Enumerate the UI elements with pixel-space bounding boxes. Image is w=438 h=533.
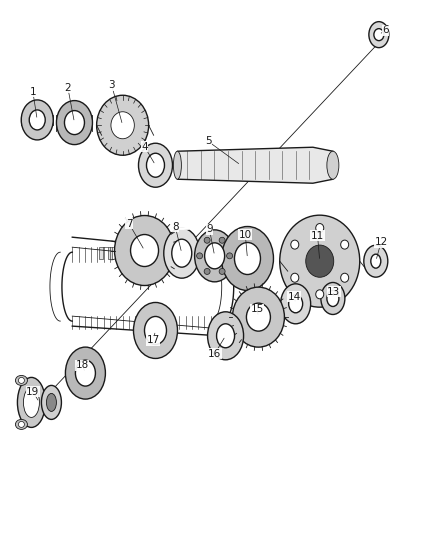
Ellipse shape [173,151,181,179]
Text: 2: 2 [64,83,71,93]
Ellipse shape [57,101,92,144]
Text: 14: 14 [288,292,301,302]
Ellipse shape [280,215,360,307]
Circle shape [204,269,210,274]
Ellipse shape [289,295,303,313]
Bar [219,247,223,259]
Text: 15: 15 [251,304,264,314]
Ellipse shape [281,284,311,324]
Polygon shape [177,147,333,183]
Ellipse shape [364,245,388,277]
Ellipse shape [247,303,270,331]
Text: 5: 5 [205,136,212,146]
Ellipse shape [131,235,159,266]
Bar [145,247,149,259]
Ellipse shape [291,240,299,249]
Circle shape [226,253,233,259]
Bar [173,247,177,259]
Ellipse shape [146,153,165,177]
Text: 1: 1 [29,87,36,96]
Ellipse shape [208,312,244,360]
Ellipse shape [233,287,284,347]
Ellipse shape [205,243,225,269]
Text: 10: 10 [239,230,252,239]
Text: 12: 12 [374,237,388,247]
Bar [163,247,168,259]
Ellipse shape [327,151,339,179]
Text: 8: 8 [172,222,179,231]
Ellipse shape [15,375,28,385]
Circle shape [219,269,225,274]
Bar [200,247,205,259]
Bar [108,247,112,259]
Ellipse shape [23,387,39,417]
Text: 6: 6 [382,26,389,35]
Ellipse shape [15,419,28,430]
Ellipse shape [97,95,148,155]
Ellipse shape [216,324,235,348]
Ellipse shape [75,360,95,386]
Text: 18: 18 [76,360,89,370]
Ellipse shape [164,228,200,278]
Bar [209,247,214,259]
Ellipse shape [172,239,192,267]
Ellipse shape [18,377,46,427]
Text: 4: 4 [141,142,148,151]
Ellipse shape [21,100,53,140]
Text: 3: 3 [108,80,115,90]
Circle shape [18,422,25,427]
Text: 16: 16 [208,349,221,359]
Ellipse shape [316,223,324,232]
Ellipse shape [46,393,57,411]
Ellipse shape [222,227,273,290]
Circle shape [219,237,225,243]
Ellipse shape [111,112,134,139]
Text: 19: 19 [26,387,39,397]
Ellipse shape [134,302,177,359]
Text: 9: 9 [206,224,213,234]
Ellipse shape [42,385,61,419]
Circle shape [204,237,210,243]
Ellipse shape [306,245,334,277]
Ellipse shape [29,110,45,130]
Bar [154,247,159,259]
Ellipse shape [234,243,261,274]
Bar [99,247,103,259]
Ellipse shape [369,22,389,47]
Ellipse shape [115,215,174,286]
Text: 17: 17 [147,335,160,345]
Ellipse shape [327,290,339,306]
Ellipse shape [65,347,106,399]
Ellipse shape [145,317,166,344]
Circle shape [18,377,25,383]
Bar [135,247,140,259]
Circle shape [197,253,203,259]
Bar [182,247,186,259]
Ellipse shape [374,29,384,41]
Ellipse shape [341,273,349,282]
Ellipse shape [194,230,235,282]
Ellipse shape [316,290,324,299]
Ellipse shape [341,240,349,249]
Ellipse shape [291,273,299,282]
Bar [117,247,121,259]
Text: 11: 11 [311,231,324,240]
Ellipse shape [371,254,381,268]
Text: 7: 7 [126,219,133,229]
Ellipse shape [321,282,345,314]
Bar [126,247,131,259]
Bar [191,247,195,259]
Ellipse shape [64,110,85,135]
Text: 13: 13 [327,287,340,296]
Ellipse shape [138,143,173,187]
